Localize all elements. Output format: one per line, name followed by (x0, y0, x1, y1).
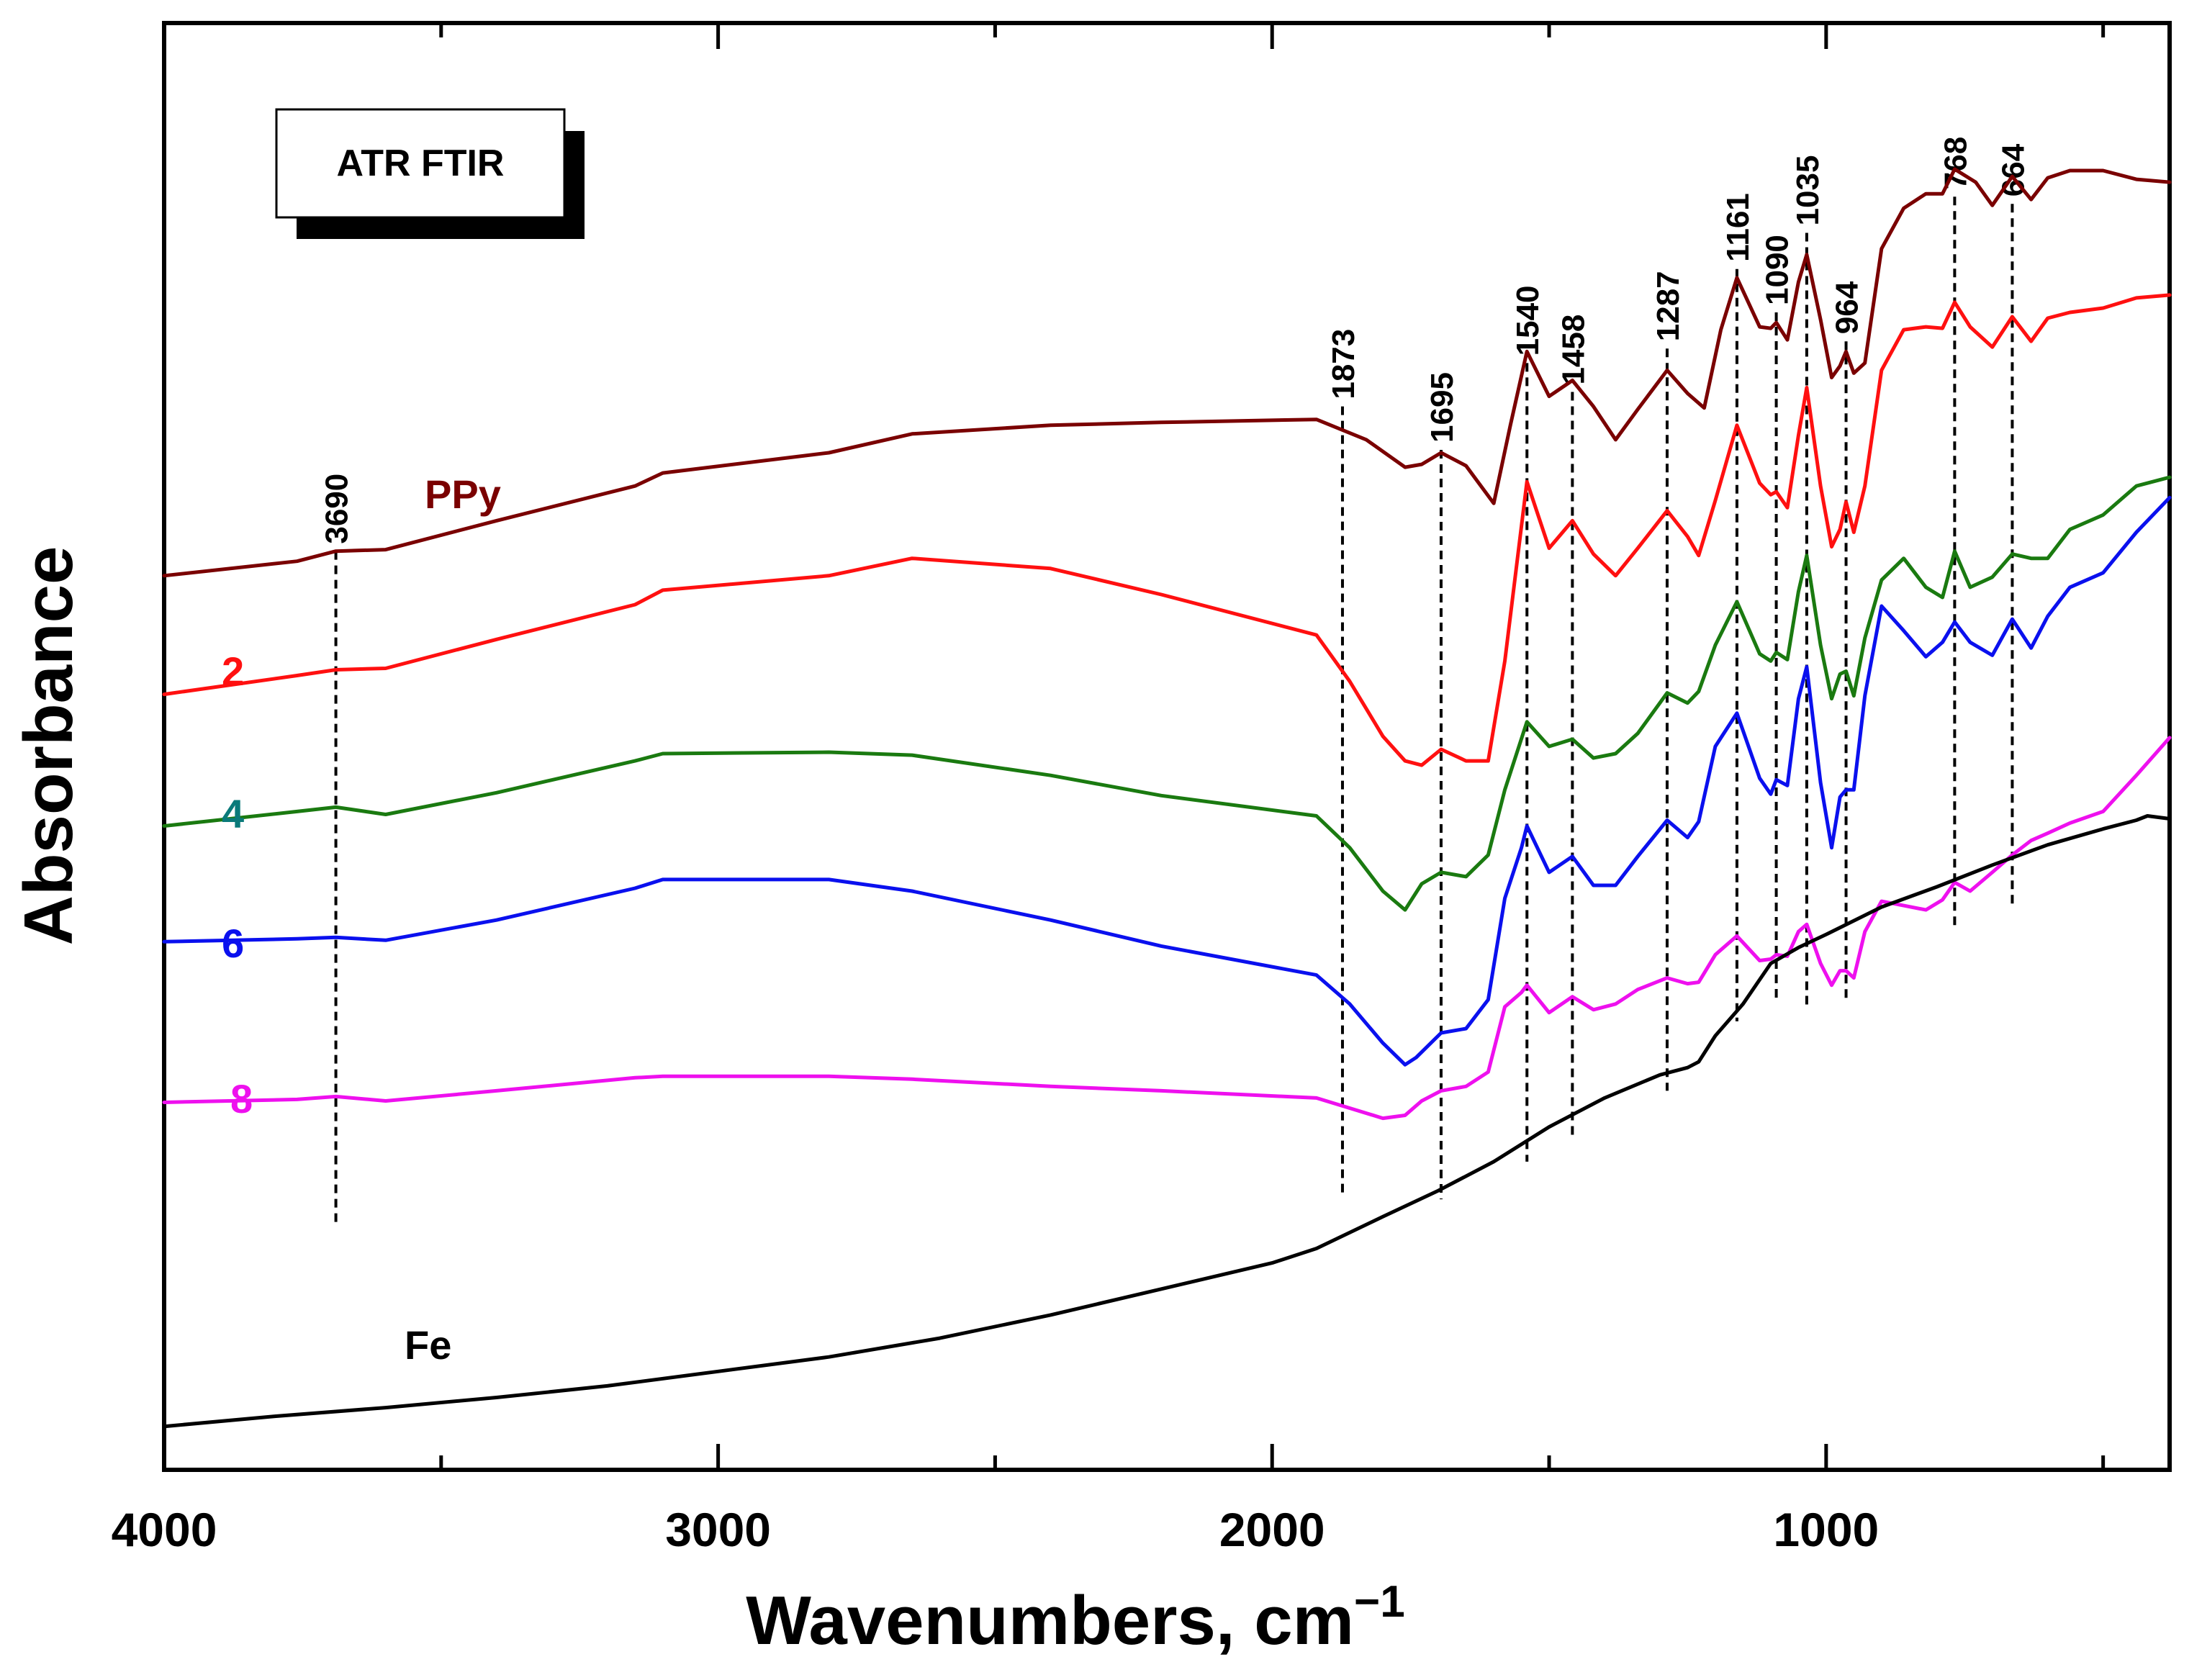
x-axis-title: Wavenumbers, cm−1 (746, 1577, 1404, 1659)
series-line-ppy (162, 167, 2172, 578)
x-tick-labels: 4000 3000 2000 1000 (112, 1503, 1880, 1556)
series-line-2 (162, 293, 2172, 767)
spectra-series (162, 167, 2172, 1429)
chart-title: ATR FTIR (337, 143, 505, 184)
peak-label-1873: 1873 (1326, 329, 1361, 399)
peak-label-1090: 1090 (1760, 235, 1795, 305)
x-tick-label: 4000 (112, 1503, 217, 1556)
peak-label-1287: 1287 (1651, 271, 1686, 341)
series-label-4: 4 (222, 791, 244, 836)
plot-frame (162, 21, 2172, 1472)
peak-label-964: 964 (1830, 281, 1865, 334)
series-line-4 (162, 475, 2172, 912)
x-tick-label: 3000 (665, 1503, 771, 1556)
series-label-6: 6 (222, 921, 244, 966)
peak-label-1161: 1161 (1720, 193, 1756, 261)
peak-label-1458: 1458 (1556, 315, 1591, 385)
x-tick-label: 2000 (1219, 1503, 1325, 1556)
peak-label-768: 768 (1938, 137, 1973, 189)
peak-label-1035: 1035 (1790, 155, 1826, 226)
series-label-ppy: PPy (425, 471, 501, 517)
series-label-8: 8 (230, 1076, 253, 1121)
peak-label-1695: 1695 (1425, 372, 1460, 443)
series-line-fe (162, 814, 2172, 1429)
peak-label-1540: 1540 (1510, 285, 1546, 356)
y-axis-title: Absorbance (10, 546, 87, 946)
x-tick-label: 1000 (1773, 1503, 1879, 1556)
x-axis-title-text: Wavenumbers, cm (746, 1582, 1354, 1659)
series-label-2: 2 (222, 649, 244, 694)
peak-label-3690: 3690 (320, 474, 355, 544)
peak-label-664: 664 (1995, 143, 2031, 197)
series-line-6 (162, 495, 2172, 1067)
title-box-frame (275, 108, 566, 219)
title-box: ATR FTIR (275, 108, 585, 239)
series-label-fe: Fe (405, 1322, 451, 1368)
series-line-8 (162, 736, 2172, 1121)
tick-marks (162, 23, 2106, 1470)
x-axis-title-superscript: −1 (1354, 1577, 1405, 1627)
